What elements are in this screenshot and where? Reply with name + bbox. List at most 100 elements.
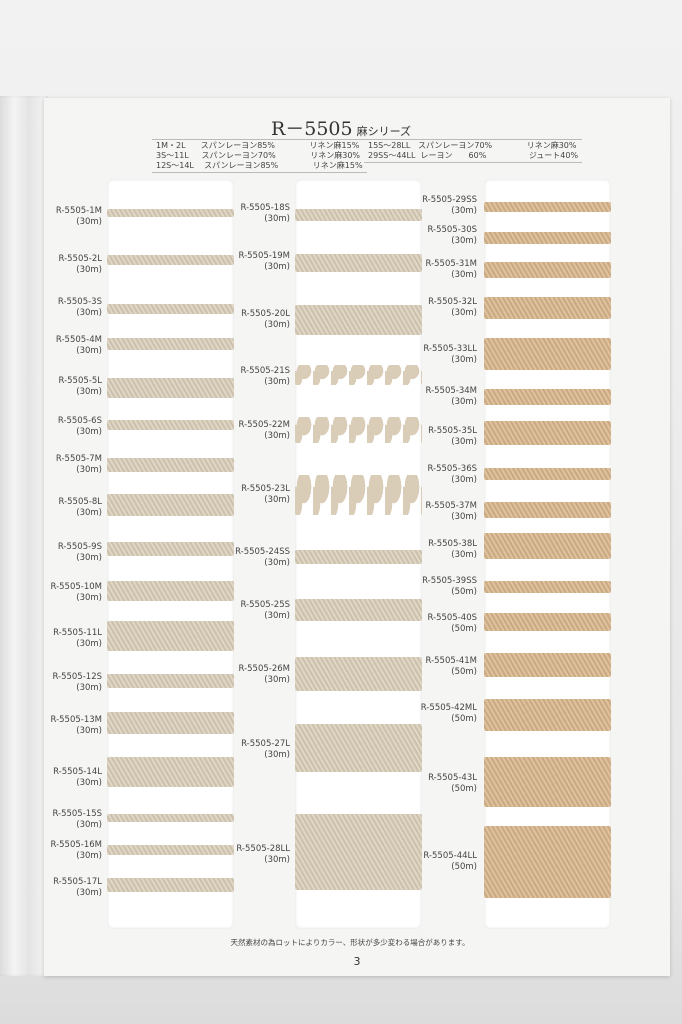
- sample-label: R-5505-26M (30m): [210, 664, 290, 686]
- roll-length: (30m): [76, 346, 102, 356]
- braid-sample: [107, 845, 234, 855]
- product-code: R-5505-31M: [425, 259, 477, 269]
- roll-length: (30m): [264, 558, 290, 568]
- braid-sample: [107, 420, 234, 430]
- braid-sample: [107, 255, 234, 265]
- roll-length: (30m): [264, 495, 290, 505]
- product-code: R-5505-5L: [58, 376, 102, 386]
- sample-label: R-5505-32L (30m): [397, 297, 477, 319]
- roll-length: (30m): [451, 475, 477, 485]
- product-code: R-5505-38L: [428, 539, 477, 549]
- sample-label: R-5505-34M (30m): [397, 386, 477, 408]
- product-code: R-5505-3S: [57, 297, 102, 307]
- sample-label: R-5505-44LL (50m): [397, 851, 477, 873]
- sample-label: R-5505-25S (30m): [210, 600, 290, 622]
- series-name: 麻シリーズ: [356, 125, 412, 138]
- braid-sample: [107, 542, 234, 556]
- braid-sample: [295, 814, 422, 890]
- roll-length: (30m): [76, 427, 102, 437]
- roll-length: (30m): [76, 778, 102, 788]
- sample-label: R-5505-20L (30m): [210, 309, 290, 331]
- product-code: R-5505-7M: [55, 454, 102, 464]
- sample-label: R-5505-36S (30m): [397, 464, 477, 486]
- sample-label: R-5505-17L (30m): [22, 877, 102, 899]
- product-code: R-5505-11L: [53, 628, 102, 638]
- roll-length: (50m): [451, 784, 477, 794]
- product-code: R-5505-21S: [240, 366, 290, 376]
- sample-label: R-5505-10M (30m): [22, 582, 102, 604]
- product-code: R-5505-19M: [238, 251, 290, 261]
- sample-label: R-5505-3S (30m): [22, 297, 102, 319]
- product-code: R-5505-25S: [240, 600, 290, 610]
- braid-sample: [484, 389, 611, 405]
- braid-sample: [484, 826, 611, 898]
- product-code: R-5505-13M: [50, 715, 102, 725]
- braid-sample: [107, 674, 234, 688]
- sample-label: R-5505-38L (30m): [397, 539, 477, 561]
- footer-note: 天然素材の為ロットによりカラー、形状が多少変わる場合があります。: [230, 938, 470, 947]
- braid-sample: [484, 533, 611, 559]
- roll-length: (30m): [451, 270, 477, 280]
- roll-length: (30m): [264, 750, 290, 760]
- product-code: R-5505-18S: [240, 203, 290, 213]
- roll-length: (50m): [451, 714, 477, 724]
- sample-label: R-5505-15S (30m): [22, 809, 102, 831]
- braid-sample: [484, 421, 611, 445]
- braid-sample: [107, 712, 234, 734]
- product-code: R-5505-33LL: [423, 344, 477, 354]
- roll-length: (30m): [76, 639, 102, 649]
- sample-label: R-5505-27L (30m): [210, 739, 290, 761]
- braid-sample: [107, 757, 234, 787]
- sample-label: R-5505-31M (30m): [397, 259, 477, 281]
- roll-length: (30m): [264, 431, 290, 441]
- roll-length: (30m): [264, 855, 290, 865]
- product-code: R-5505-42ML: [420, 703, 477, 713]
- product-code: R-5505-26M: [238, 664, 290, 674]
- sample-label: R-5505-4M (30m): [22, 335, 102, 357]
- product-code: R-5505-30S: [427, 225, 477, 235]
- sample-label: R-5505-29SS (30m): [397, 195, 477, 217]
- series-code: R－5505: [270, 118, 353, 140]
- braid-sample: [295, 254, 422, 272]
- product-code: R-5505-27L: [241, 739, 290, 749]
- product-code: R-5505-14L: [53, 767, 102, 777]
- braid-sample: [295, 724, 422, 772]
- roll-length: (30m): [264, 675, 290, 685]
- roll-length: (30m): [76, 820, 102, 830]
- roll-length: (30m): [264, 377, 290, 387]
- sample-label: R-5505-24SS (30m): [210, 547, 290, 569]
- braid-sample: [484, 581, 611, 593]
- braid-sample: [484, 502, 611, 518]
- braid-sample: [107, 304, 234, 314]
- roll-length: (30m): [76, 888, 102, 898]
- roll-length: (50m): [451, 667, 477, 677]
- roll-length: (30m): [451, 550, 477, 560]
- roll-length: (30m): [264, 611, 290, 621]
- braid-sample: [107, 814, 234, 822]
- braid-sample: [107, 458, 234, 472]
- braid-sample: [484, 338, 611, 370]
- product-code: R-5505-1M: [55, 206, 102, 216]
- sample-label: R-5505-39SS (50m): [397, 576, 477, 598]
- product-code: R-5505-37M: [425, 501, 477, 511]
- sample-label: R-5505-40S (50m): [397, 613, 477, 635]
- sample-label: R-5505-30S (30m): [397, 225, 477, 247]
- braid-sample: [484, 468, 611, 480]
- sample-label: R-5505-18S (30m): [210, 203, 290, 225]
- braid-sample: [295, 305, 422, 335]
- product-code: R-5505-41M: [425, 656, 477, 666]
- product-code: R-5505-20L: [241, 309, 290, 319]
- page-title: R－5505 麻シリーズ: [0, 114, 682, 141]
- braid-sample: [107, 581, 234, 601]
- braid-sample: [295, 475, 422, 515]
- braid-sample: [107, 494, 234, 516]
- braid-sample: [484, 699, 611, 731]
- product-code: R-5505-23L: [241, 484, 290, 494]
- product-code: R-5505-22M: [238, 420, 290, 430]
- braid-sample: [484, 757, 611, 807]
- product-code: R-5505-39SS: [422, 576, 477, 586]
- roll-length: (30m): [264, 214, 290, 224]
- roll-length: (30m): [451, 206, 477, 216]
- braid-sample: [107, 338, 234, 350]
- roll-length: (30m): [76, 308, 102, 318]
